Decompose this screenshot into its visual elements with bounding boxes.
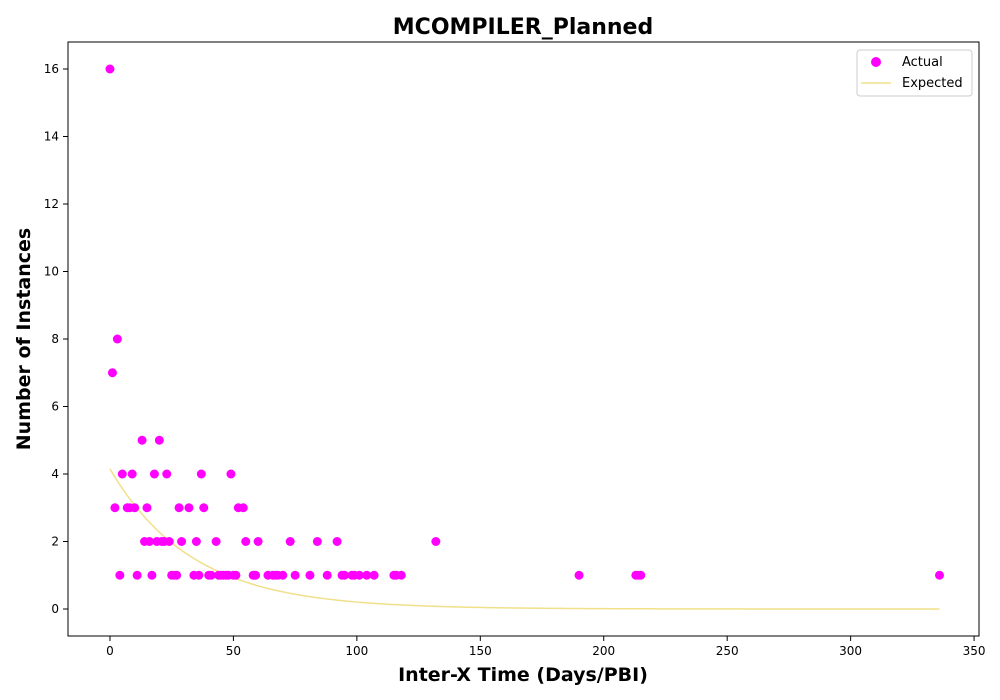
actual-point [174, 503, 184, 513]
plot-frame [67, 41, 980, 637]
actual-point [238, 503, 248, 513]
actual-point [312, 537, 322, 546]
x-axis-title: Inter-X Time (Days/PBI) [398, 664, 648, 686]
y-tick-label: 2 [51, 535, 59, 549]
actual-point [231, 570, 241, 580]
y-tick-label: 10 [44, 265, 59, 279]
actual-point [172, 570, 182, 580]
legend-actual-marker [871, 57, 881, 67]
actual-point [191, 537, 201, 546]
actual-point [278, 570, 288, 580]
actual-point [110, 503, 120, 513]
actual-point [142, 503, 152, 513]
actual-point [147, 570, 157, 580]
actual-point [574, 570, 584, 580]
legend: Actual Expected [856, 49, 973, 97]
actual-point [112, 334, 122, 344]
expected-line [109, 468, 940, 610]
actual-point [354, 570, 364, 580]
y-axis-title: Number of Instances [13, 228, 35, 450]
actual-point [241, 537, 251, 546]
actual-point [107, 368, 117, 378]
legend-box [856, 49, 973, 97]
actual-point [253, 537, 263, 546]
actual-point [396, 570, 406, 580]
x-tick-label: 150 [469, 644, 492, 658]
x-tick-label: 200 [592, 644, 615, 658]
y-tick-label: 4 [51, 467, 59, 481]
actual-point [206, 570, 216, 580]
actual-point [177, 537, 187, 546]
actual-point [934, 570, 944, 580]
actual-point [149, 469, 159, 479]
y-tick-label: 8 [51, 332, 59, 346]
actual-point [130, 503, 140, 513]
plot-area [105, 64, 944, 610]
actual-point [117, 469, 127, 479]
x-tick-label: 250 [716, 644, 739, 658]
actual-point [127, 469, 137, 479]
actual-point [105, 64, 115, 74]
actual-point [305, 570, 315, 580]
legend-actual-label: Actual [902, 55, 943, 70]
actual-point [226, 469, 236, 479]
actual-point [184, 503, 194, 513]
x-tick-label: 50 [226, 644, 241, 658]
y-tick-label: 16 [44, 62, 59, 76]
y-axis: 0 2 4 6 8 10 12 14 16 [44, 62, 68, 616]
actual-point [290, 570, 300, 580]
y-tick-label: 14 [44, 130, 59, 144]
actual-point [132, 570, 142, 580]
actual-point [369, 570, 379, 580]
actual-point [154, 435, 164, 445]
actual-point [162, 469, 172, 479]
actual-point [144, 537, 154, 546]
actual-point [211, 537, 221, 546]
actual-point [636, 570, 646, 580]
x-axis: 0 50 100 150 200 250 300 350 [106, 636, 986, 658]
actual-point [431, 537, 441, 546]
actual-point [362, 570, 372, 580]
actual-point [251, 570, 261, 580]
actual-point [137, 435, 147, 445]
actual-point [115, 570, 125, 580]
y-tick-label: 0 [51, 602, 59, 616]
actual-point [285, 537, 295, 546]
legend-expected-label: Expected [902, 76, 963, 91]
x-tick-label: 350 [963, 644, 986, 658]
y-tick-label: 6 [51, 400, 59, 414]
actual-point [199, 503, 209, 513]
x-tick-label: 100 [345, 644, 368, 658]
actual-point [194, 570, 204, 580]
x-tick-label: 0 [106, 644, 114, 658]
actual-point [340, 570, 350, 580]
y-tick-label: 12 [44, 197, 59, 211]
actual-point [196, 469, 206, 479]
actual-point [164, 537, 174, 546]
actual-point [322, 570, 332, 580]
chart-title: MCOMPILER_Planned [393, 15, 653, 40]
x-tick-label: 300 [839, 644, 862, 658]
actual-point [332, 537, 342, 546]
